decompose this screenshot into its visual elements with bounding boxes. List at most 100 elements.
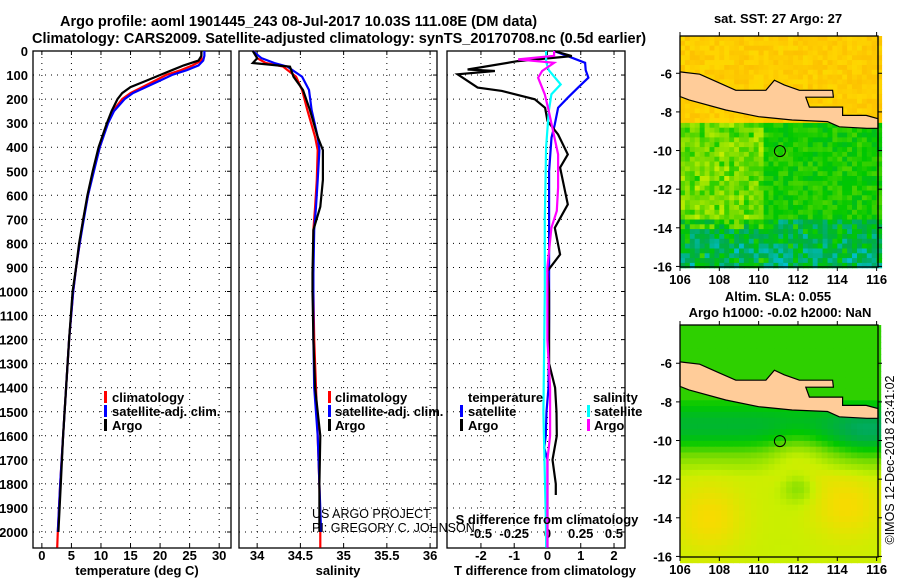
map-cell: [703, 394, 711, 401]
map-cell: [703, 452, 711, 459]
map-cell: [758, 132, 765, 138]
map-cell: [762, 417, 770, 425]
map-cell: [837, 55, 843, 61]
map-cell: [756, 365, 764, 372]
map-cell: [839, 469, 846, 477]
x-tick-label: 25: [182, 548, 196, 563]
map-cell: [768, 556, 775, 564]
map-cell: [763, 238, 770, 245]
map-cell: [694, 238, 701, 245]
map-cell: [724, 171, 730, 177]
map-cell: [729, 127, 735, 134]
map-cell: [786, 475, 793, 483]
map-cell: [793, 248, 799, 254]
map-cell: [768, 504, 775, 512]
map-cell: [714, 262, 720, 269]
map-cell: [743, 176, 750, 182]
map-cell: [798, 371, 805, 378]
map-cell: [852, 195, 858, 201]
map-cell: [729, 65, 735, 71]
map-cell: [739, 411, 746, 419]
map-cell: [793, 253, 799, 259]
map-cell: [821, 551, 829, 558]
map-cell: [807, 65, 814, 71]
map-cell: [798, 533, 805, 540]
map-cell: [833, 348, 840, 355]
map-cell: [724, 195, 730, 201]
map-cell: [847, 171, 853, 177]
map-cell: [739, 36, 745, 42]
map-cell: [763, 55, 770, 61]
map-cell: [768, 209, 774, 216]
map-cell: [861, 209, 868, 216]
map-cell: [680, 50, 686, 56]
map-cell: [768, 122, 774, 129]
map-cell: [778, 45, 784, 52]
map-cell: [802, 36, 809, 42]
map-cell: [868, 423, 876, 430]
map-cell: [756, 464, 764, 471]
map-cell: [685, 406, 693, 413]
map-cell: [680, 243, 686, 249]
map-cell: [748, 113, 755, 119]
map-cell: [756, 440, 764, 448]
map-cell: [817, 40, 824, 47]
map-cell: [852, 224, 858, 230]
map-cell: [689, 262, 696, 269]
map-cell: [803, 510, 811, 517]
map-cell: [798, 200, 804, 206]
map-cell: [729, 195, 735, 201]
map-cell: [685, 325, 693, 332]
map-cell: [827, 36, 833, 42]
map-cell: [699, 234, 706, 240]
map-cell: [729, 113, 735, 119]
map-cell: [778, 50, 784, 56]
map-cell: [793, 195, 799, 201]
depth-tick-label: 800: [6, 236, 28, 251]
map-cell: [842, 79, 848, 85]
map-cell: [837, 209, 843, 216]
map-cell: [685, 469, 693, 477]
map-cell: [724, 166, 730, 172]
map-cell: [724, 65, 730, 71]
map-cell: [786, 435, 793, 442]
map-cell: [837, 69, 843, 76]
map-cell: [704, 65, 711, 71]
map-cell: [822, 190, 829, 196]
map-cell: [714, 243, 720, 249]
map-cell: [773, 243, 779, 249]
map-cell: [798, 487, 805, 494]
map-cell: [871, 60, 878, 66]
map-cell: [703, 429, 711, 436]
map-cell: [697, 342, 705, 349]
map-cell: [714, 176, 720, 182]
map-cell: [812, 243, 819, 249]
map-cell: [680, 55, 686, 61]
map-cell: [744, 458, 752, 465]
map-cell: [803, 417, 811, 425]
map-cell: [862, 423, 870, 430]
map-cell: [822, 69, 829, 76]
map-cell: [697, 354, 705, 361]
map-cell: [763, 180, 770, 187]
map-cell: [842, 166, 848, 172]
map-cell: [739, 243, 745, 249]
map-cell: [758, 137, 765, 143]
map-cell: [832, 103, 838, 109]
map-cell: [739, 219, 745, 225]
map-cell: [866, 108, 873, 114]
map-cell: [753, 238, 760, 245]
map-cell: [798, 504, 805, 512]
map-cell: [729, 60, 735, 66]
map-cell: [851, 464, 858, 471]
map-cell: [691, 493, 699, 500]
map-cell: [719, 161, 725, 167]
map-cell: [691, 469, 699, 477]
map-cell: [802, 253, 809, 259]
map-cell: [803, 330, 811, 338]
legend-swatch-climatology: [104, 391, 107, 403]
map-cell: [780, 551, 787, 558]
map-cell: [821, 325, 829, 332]
map-cell: [689, 209, 696, 216]
map-cell: [758, 248, 765, 254]
